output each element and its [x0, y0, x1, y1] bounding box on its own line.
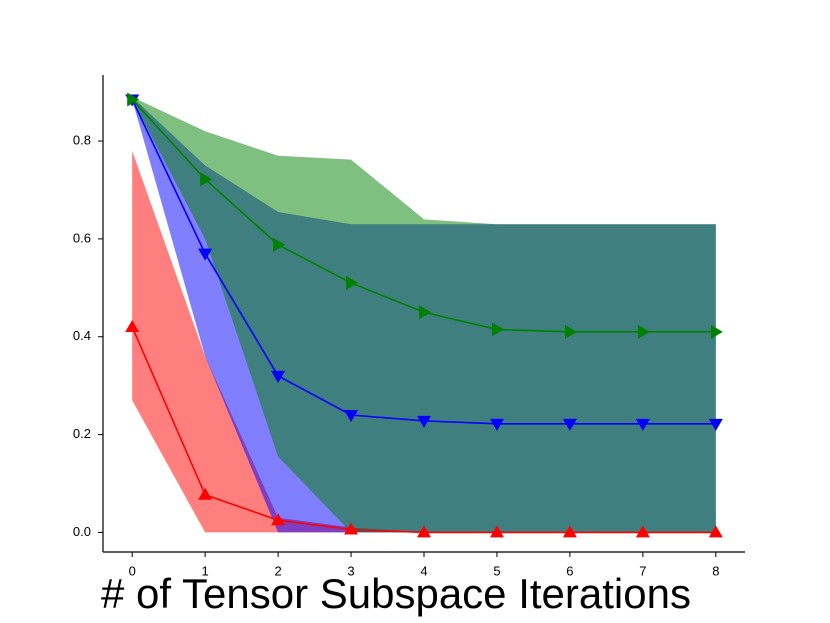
- marker: [417, 415, 431, 428]
- y-tick-label: 0.4: [73, 328, 91, 343]
- x-tick-label: 1: [202, 563, 209, 578]
- marker: [489, 418, 504, 431]
- y-tick-label: 0.8: [73, 132, 91, 147]
- marker: [637, 324, 650, 339]
- marker: [419, 305, 431, 320]
- marker: [273, 237, 286, 252]
- marker: [198, 487, 213, 500]
- marker: [635, 418, 650, 431]
- marker: [198, 248, 213, 261]
- marker: [344, 522, 359, 535]
- marker: [562, 525, 577, 538]
- y-tick-label: 0.0: [73, 524, 91, 539]
- x-axis-label: # of Tensor Subspace Iterations: [101, 570, 691, 617]
- marker: [708, 418, 723, 431]
- x-tick-label: 3: [347, 563, 354, 578]
- x-tick-label: 5: [493, 563, 500, 578]
- marker: [200, 172, 213, 187]
- marker: [564, 324, 577, 339]
- marker: [271, 513, 286, 526]
- marker: [127, 92, 140, 107]
- x-tick-label: 6: [566, 563, 573, 578]
- marker: [271, 370, 286, 383]
- marker: [417, 525, 431, 538]
- band: [132, 150, 716, 533]
- y-tick-label: 0.2: [73, 426, 91, 441]
- x-tick-label: 8: [712, 563, 719, 578]
- marker: [125, 319, 140, 332]
- marker: [562, 418, 577, 431]
- x-tick-label: 0: [129, 563, 136, 578]
- x-tick-label: 4: [420, 563, 427, 578]
- y-tick-label: 0.6: [73, 230, 91, 245]
- marker: [710, 324, 723, 339]
- x-tick-label: 7: [639, 563, 646, 578]
- x-tick-label: 2: [274, 563, 281, 578]
- marker: [491, 322, 504, 337]
- marker: [708, 525, 723, 538]
- marker: [344, 410, 359, 423]
- marker: [635, 525, 650, 538]
- marker: [489, 525, 504, 538]
- marker: [346, 275, 359, 290]
